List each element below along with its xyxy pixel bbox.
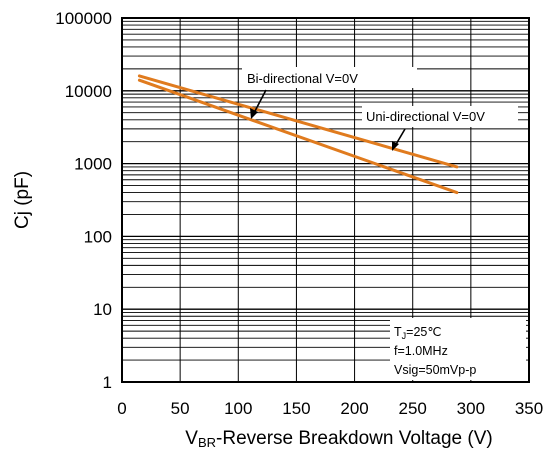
series-lines — [137, 74, 459, 195]
y-axis-title: Cj (pF) — [12, 171, 33, 229]
condition-frequency: f=1.0MHz — [394, 344, 448, 358]
annotation-bi-directional: Bi-directional V=0V — [242, 67, 417, 119]
annotation-bi-directional-label: Bi-directional V=0V — [247, 71, 358, 86]
x-tick-label: 250 — [399, 399, 427, 418]
x-tick-label: 150 — [282, 399, 310, 418]
x-tick-label: 200 — [340, 399, 368, 418]
annotation-uni-directional-arrowhead — [392, 141, 399, 151]
y-tick-label: 1 — [103, 373, 112, 392]
x-tick-label: 0 — [117, 399, 126, 418]
annotation-bi-directional-arrowhead — [250, 108, 258, 119]
conditions-box: TJ=25℃ f=1.0MHz Vsig=50mVp-p — [390, 318, 526, 380]
condition-tj: TJ=25℃ — [394, 325, 441, 341]
y-tick-label: 10 — [93, 300, 112, 319]
series-line-2 — [137, 78, 459, 195]
y-tick-label: 10000 — [65, 82, 112, 101]
plot-frame — [121, 17, 530, 383]
series-line-1 — [137, 74, 459, 169]
y-tick-labels: 1 10 100 1000 10000 100000 — [55, 9, 112, 392]
y-tick-label: 1000 — [74, 155, 112, 174]
x-axis-title: VBR-Reverse Breakdown Voltage (V) — [185, 428, 492, 450]
annotation-uni-directional-label: Uni-directional V=0V — [366, 109, 485, 124]
annotation-uni-directional: Uni-directional V=0V — [362, 106, 518, 151]
condition-vsig: Vsig=50mVp-p — [394, 363, 476, 377]
x-tick-labels: 0 50 100 150 200 250 300 350 — [117, 399, 543, 418]
x-tick-label: 300 — [457, 399, 485, 418]
x-tick-label: 100 — [224, 399, 252, 418]
y-tick-label: 100000 — [55, 9, 112, 28]
x-tick-label: 350 — [515, 399, 543, 418]
x-tick-label: 50 — [171, 399, 190, 418]
y-tick-label: 100 — [84, 227, 112, 246]
annotation-bi-directional-arrow — [253, 89, 267, 114]
